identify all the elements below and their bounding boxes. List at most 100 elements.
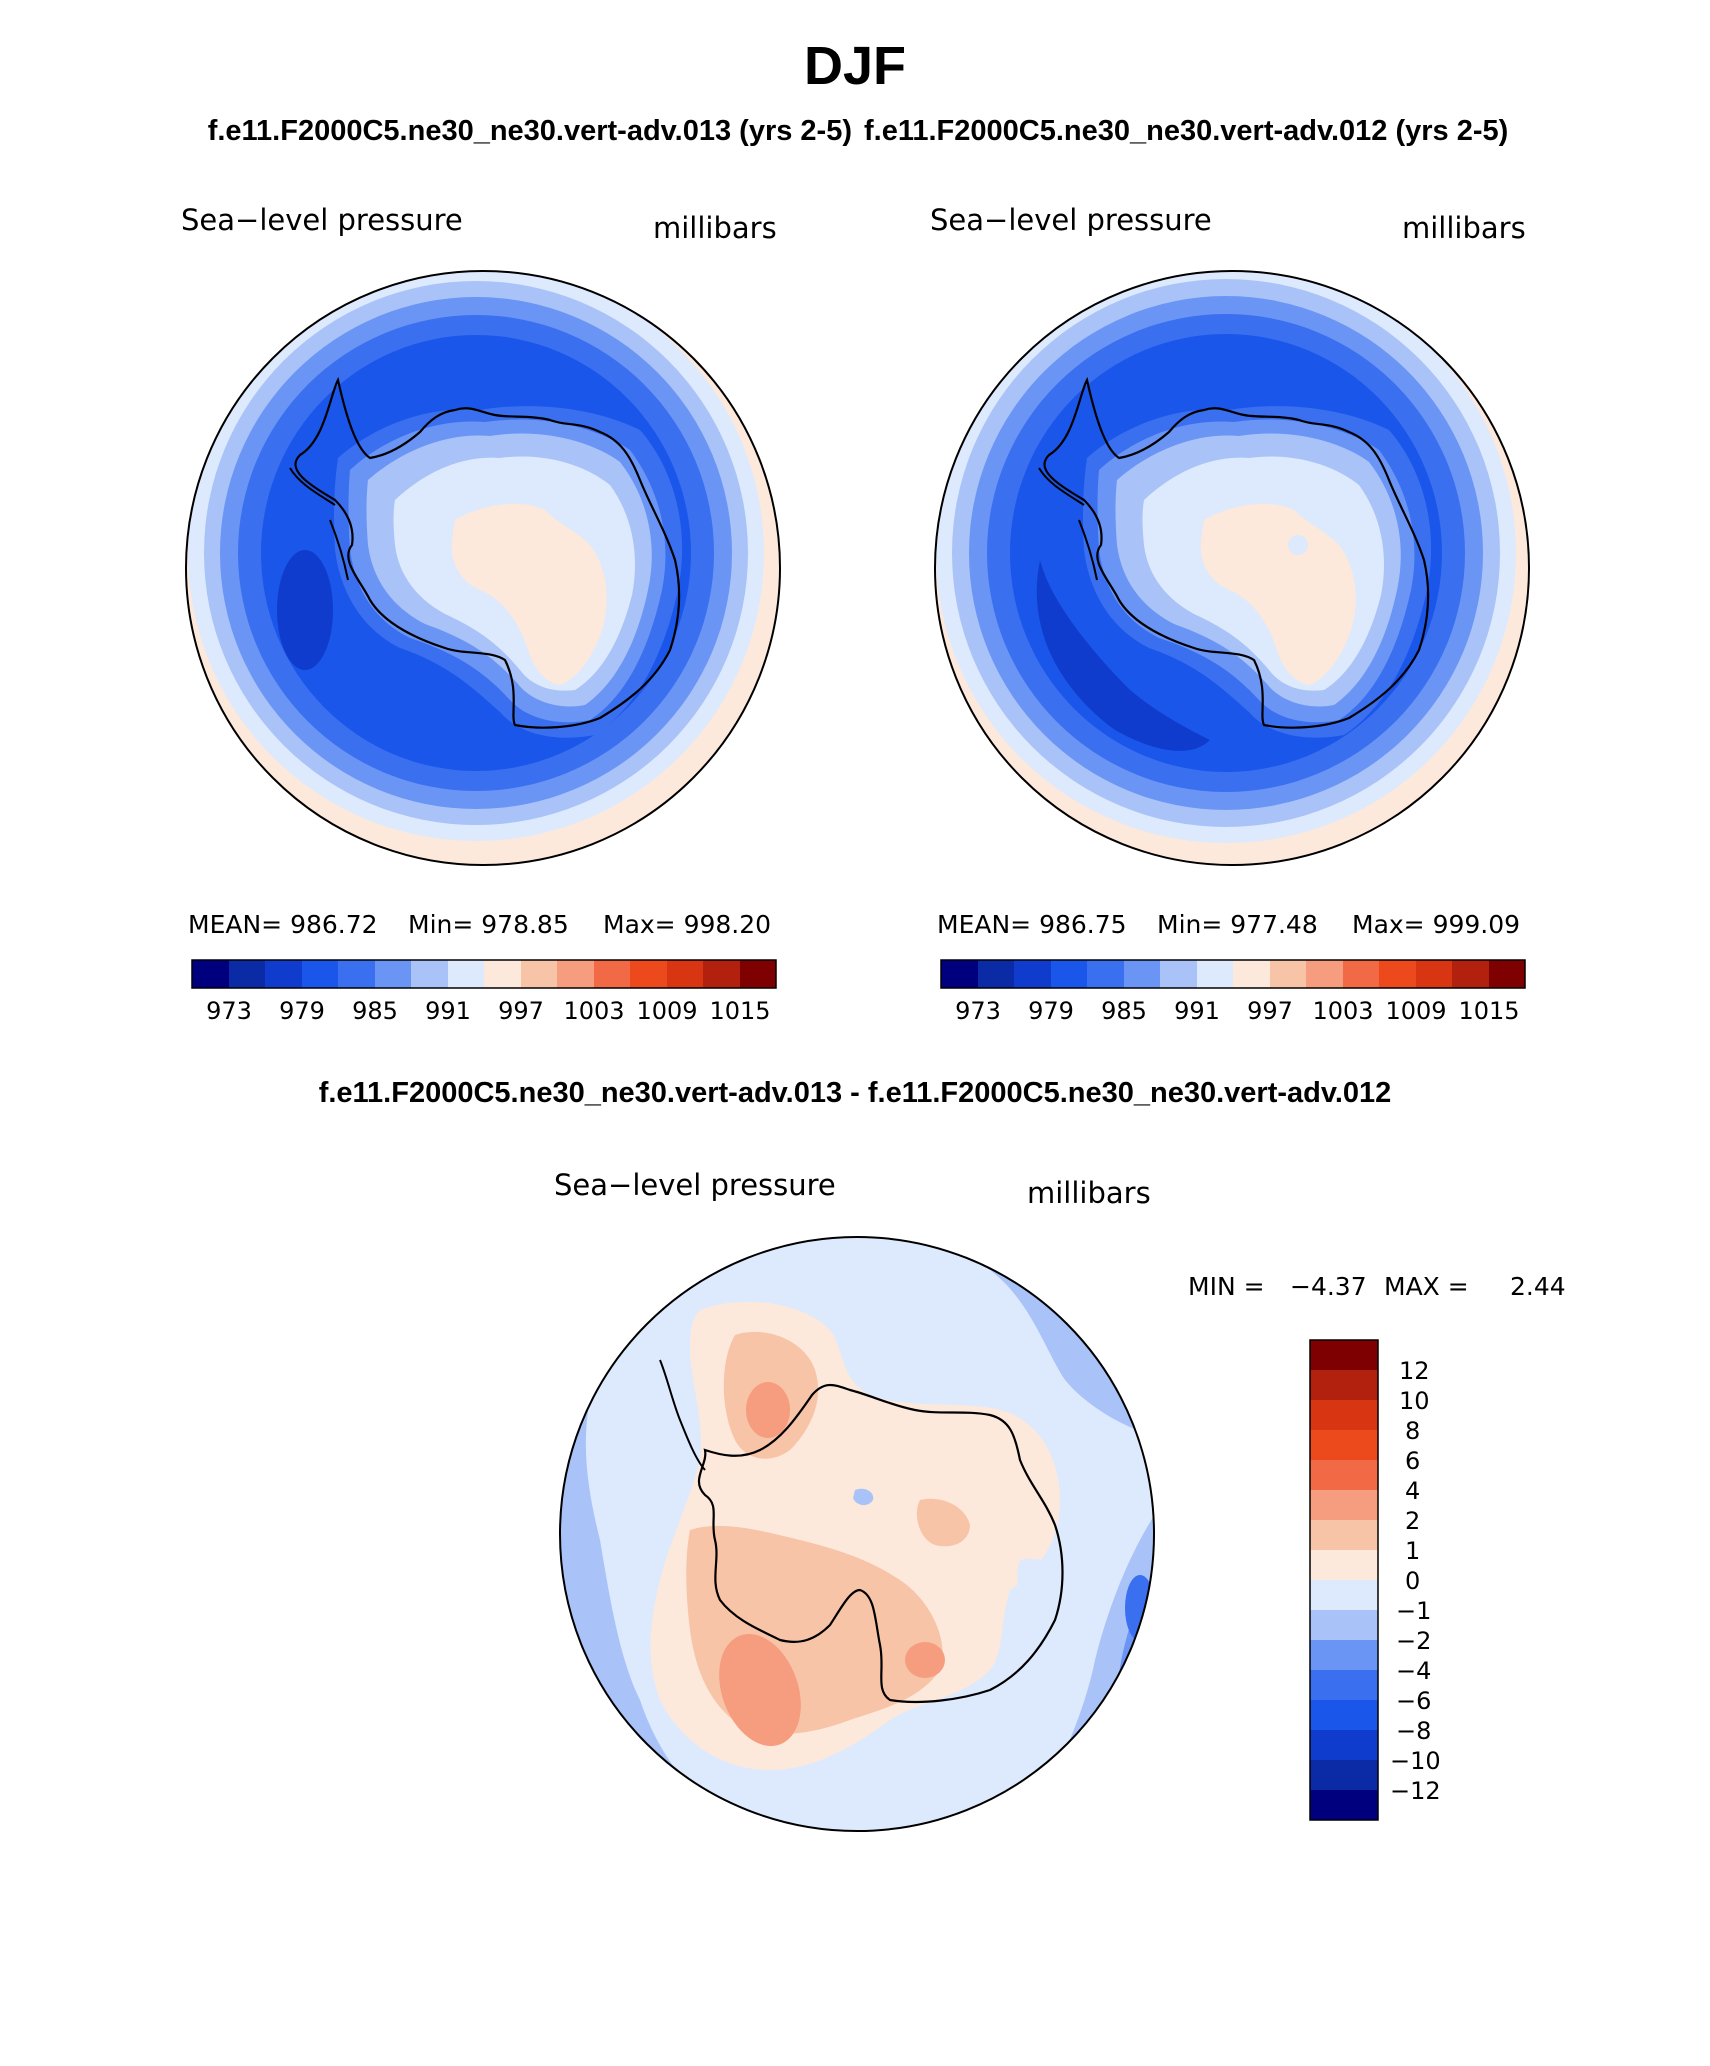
panel-b-swatch — [1452, 960, 1489, 988]
panel-a-min: Min= 978.85 — [408, 910, 569, 939]
panel-a-tick: 979 — [279, 997, 325, 1025]
diff-swatch — [1310, 1670, 1378, 1700]
map-panel-a: Sea−level pressure millibars MEAN= 986.7… — [181, 203, 781, 1025]
diff-tick: −4 — [1396, 1657, 1431, 1685]
panel-b-swatch — [1270, 960, 1306, 988]
case-a-title: f.e11.F2000C5.ne30_ne30.vert-adv.013 (yr… — [208, 115, 852, 147]
panel-b-swatch — [1087, 960, 1124, 988]
panel-a-tick: 985 — [352, 997, 398, 1025]
diff-swatch — [1310, 1790, 1378, 1820]
panel-b-tick: 985 — [1101, 997, 1147, 1025]
diff-colorbar: 12 10 8 6 4 2 1 0 −1 −2 −4 −6 −8 −10 −12 — [1309, 1339, 1441, 1821]
panel-a-swatch — [557, 960, 594, 988]
diff-swatch — [1310, 1760, 1378, 1790]
diff-swatch — [1310, 1700, 1378, 1730]
diff-tick: 4 — [1405, 1477, 1420, 1505]
diff-swatch — [1310, 1340, 1378, 1370]
diff-max-label: MAX = — [1384, 1272, 1469, 1301]
panel-a-colorbar-swatches — [192, 960, 776, 988]
diff-swatch — [1310, 1520, 1378, 1550]
diff-max-value: 2.44 — [1510, 1272, 1566, 1301]
panel-b-swatch — [1197, 960, 1233, 988]
panel-b-tick: 973 — [955, 997, 1001, 1025]
diff-tick: −10 — [1390, 1747, 1441, 1775]
diff-tick: 1 — [1405, 1537, 1420, 1565]
panel-b-swatch — [1489, 960, 1525, 988]
diff-tick: −2 — [1396, 1627, 1431, 1655]
diff-contour-field — [560, 1237, 1154, 1831]
panel-b-colorbar-swatches — [941, 960, 1525, 988]
panel-a-contour-field — [186, 271, 780, 865]
diff-tick: 2 — [1405, 1507, 1420, 1535]
diff-swatch — [1310, 1640, 1378, 1670]
diff-min-label: MIN = — [1188, 1272, 1265, 1301]
panel-b-units-label: millibars — [1402, 211, 1526, 245]
panel-b-swatch — [1124, 960, 1160, 988]
panel-a-tick: 997 — [498, 997, 544, 1025]
diff-field-label: Sea−level pressure — [554, 1168, 836, 1202]
panel-b-tick: 991 — [1174, 997, 1220, 1025]
panel-a-swatch — [594, 960, 630, 988]
panel-b-tick: 1003 — [1312, 997, 1373, 1025]
panel-b-swatch — [1343, 960, 1379, 988]
panel-b-tick: 997 — [1247, 997, 1293, 1025]
panel-a-stats: MEAN= 986.72 Min= 978.85 Max= 998.20 — [188, 910, 771, 939]
panel-b-stats: MEAN= 986.75 Min= 977.48 Max= 999.09 — [937, 910, 1520, 939]
panel-b-min: Min= 977.48 — [1157, 910, 1318, 939]
diff-tick: −12 — [1390, 1777, 1441, 1805]
diff-swatch — [1310, 1460, 1378, 1490]
map-panel-b: Sea−level pressure millibars MEAN= 986.7… — [930, 203, 1530, 1025]
panel-a-swatch — [448, 960, 484, 988]
panel-b-tick: 979 — [1028, 997, 1074, 1025]
panel-a-mean: MEAN= 986.72 — [188, 910, 378, 939]
map-panel-diff: Sea−level pressure millibars MIN = −4.37… — [554, 1168, 1566, 1832]
diff-tick: 12 — [1399, 1357, 1430, 1385]
panel-a-swatch — [740, 960, 776, 988]
panel-b-tick: 1015 — [1458, 997, 1519, 1025]
panel-a-max: Max= 998.20 — [603, 910, 771, 939]
diff-title: f.e11.F2000C5.ne30_ne30.vert-adv.013 - f… — [319, 1077, 1392, 1109]
panel-a-tick: 1003 — [563, 997, 624, 1025]
panel-b-swatch — [941, 960, 978, 988]
panel-b-tick: 1009 — [1385, 997, 1446, 1025]
panel-a-swatch — [411, 960, 448, 988]
panel-b-colorbar: 973 979 985 991 997 1003 1009 1015 — [940, 959, 1526, 1025]
panel-a-swatch — [302, 960, 338, 988]
diff-units-label: millibars — [1027, 1176, 1151, 1210]
panel-b-swatch — [1233, 960, 1270, 988]
panel-a-swatch — [521, 960, 557, 988]
panel-b-map-border — [934, 270, 1530, 866]
panel-a-swatch — [703, 960, 740, 988]
panel-a-swatch — [484, 960, 521, 988]
panel-b-field-label: Sea−level pressure — [930, 203, 1212, 237]
panel-a-tick: 973 — [206, 997, 252, 1025]
diff-tick: 8 — [1405, 1417, 1420, 1445]
panel-a-swatch — [375, 960, 411, 988]
diff-tick: 6 — [1405, 1447, 1420, 1475]
panel-a-swatch — [630, 960, 667, 988]
diff-swatch — [1310, 1550, 1378, 1580]
panel-b-contour-field — [935, 271, 1529, 865]
panel-a-units-label: millibars — [653, 211, 777, 245]
panel-a-map-border — [185, 270, 781, 866]
diff-swatch — [1310, 1580, 1378, 1610]
season-title: DJF — [804, 36, 906, 96]
panel-b-swatch — [1416, 960, 1452, 988]
panel-b-swatch — [1379, 960, 1416, 988]
panel-a-field-label: Sea−level pressure — [181, 203, 463, 237]
panel-a-tick: 991 — [425, 997, 471, 1025]
panel-b-swatch — [1014, 960, 1051, 988]
diff-map-border — [559, 1236, 1155, 1832]
diff-tick: −1 — [1396, 1597, 1431, 1625]
panel-a-swatch — [338, 960, 375, 988]
panel-b-mean: MEAN= 986.75 — [937, 910, 1127, 939]
panel-b-swatch — [1160, 960, 1197, 988]
diff-min-value: −4.37 — [1290, 1272, 1367, 1301]
panel-b-swatch — [1051, 960, 1087, 988]
panel-a-tick: 1015 — [709, 997, 770, 1025]
panel-a-swatch — [265, 960, 302, 988]
panel-a-swatch — [192, 960, 229, 988]
diff-swatch — [1310, 1610, 1378, 1640]
diff-tick: −8 — [1396, 1717, 1431, 1745]
